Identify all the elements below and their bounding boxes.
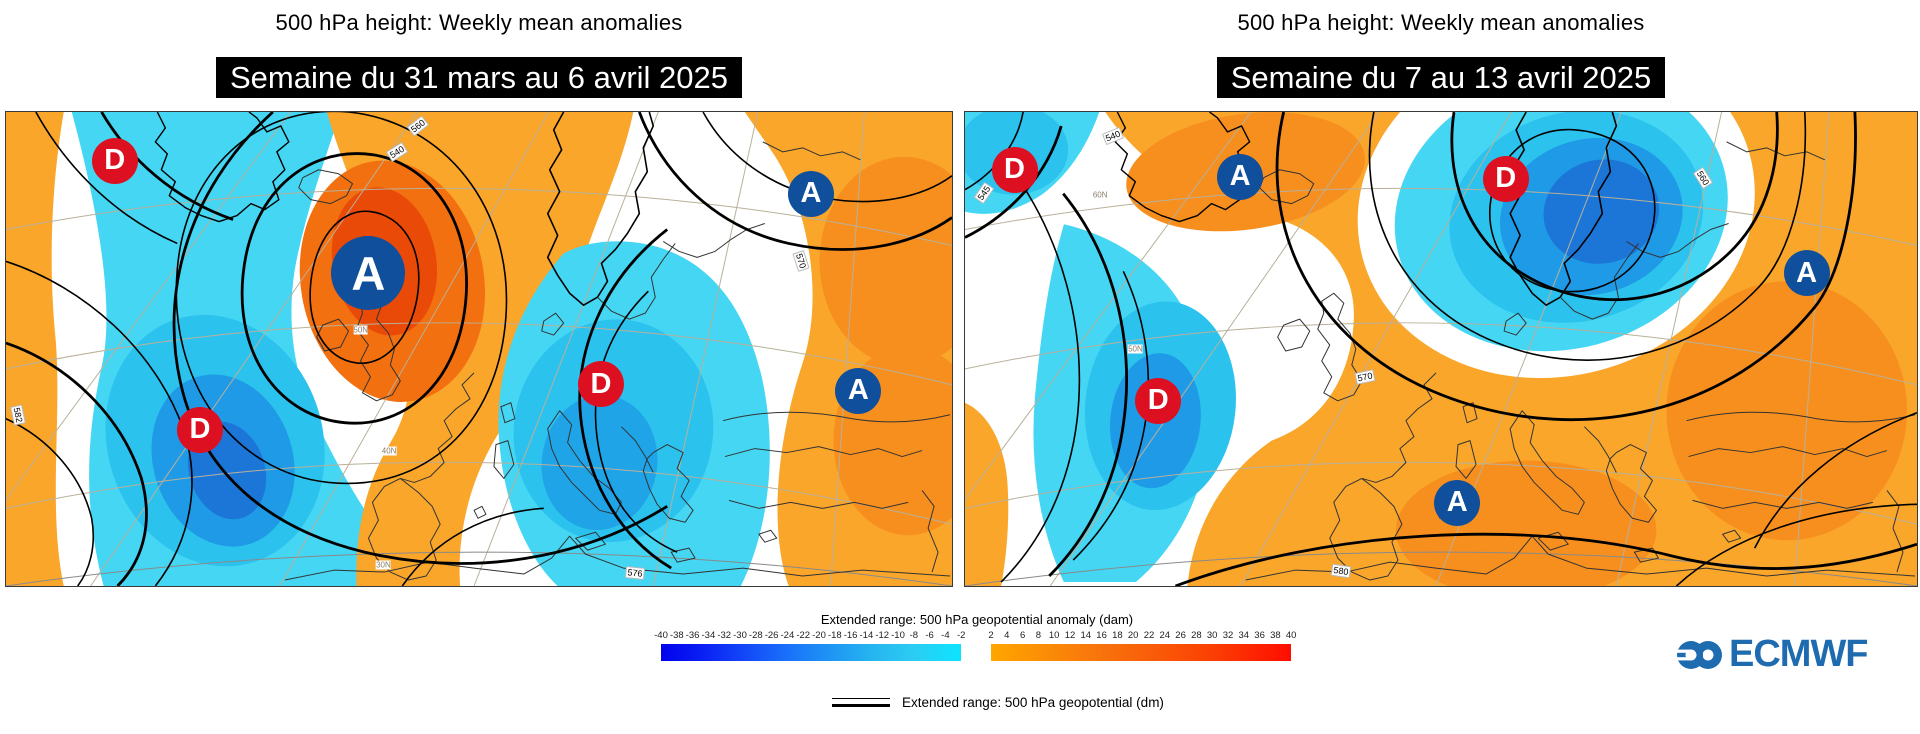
latitude-label: 50N xyxy=(353,325,369,335)
colorbar-tick-label: 36 xyxy=(1254,630,1265,641)
high-pressure-marker: A xyxy=(1783,250,1830,297)
colorbar-tick-label: 22 xyxy=(1143,630,1155,641)
anomaly-colorbar-title: Extended range: 500 hPa geopotential ano… xyxy=(820,612,1134,627)
colorbar-tick-label: -12 xyxy=(875,630,890,641)
right-title-week: Semaine du 7 au 13 avril 2025 xyxy=(1216,57,1666,98)
colorbar-tick-label: 40 xyxy=(1285,630,1297,641)
left-title-english: 500 hPa height: Weekly mean anomalies xyxy=(275,10,683,35)
high-pressure-marker: A xyxy=(1217,153,1264,200)
left-panel-titles: 500 hPa height: Weekly mean anomalies Se… xyxy=(5,0,953,98)
thin-contour-line xyxy=(832,698,890,699)
thick-contour-line xyxy=(832,704,890,707)
right-panel-titles: 500 hPa height: Weekly mean anomalies Se… xyxy=(964,0,1918,98)
colorbar-tick-label: -30 xyxy=(733,630,747,641)
ecmwf-wordmark: ECMWF xyxy=(1729,633,1869,675)
colorbar-tick-label: -40 xyxy=(654,630,668,641)
latitude-label: 40N xyxy=(381,446,397,456)
colorbar-negative-gradient xyxy=(661,644,961,661)
high-pressure-marker: A xyxy=(788,170,835,217)
latitude-label: 50N xyxy=(1128,344,1143,354)
anomaly-map-week1: A D D D A A 560 540 570 576 582 50N 40N 30N xyxy=(5,111,953,587)
left-title-week: Semaine du 31 mars au 6 avril 2025 xyxy=(215,57,742,98)
colorbar-tick-label: 30 xyxy=(1206,630,1218,641)
anomaly-colorbar-bars xyxy=(661,644,1293,661)
anomaly-colorbar-ticks: -40 -38 -36 -34 -32 -30 -28 -26 -24 -22 -20 -18 -16-… xyxy=(654,630,1296,643)
colorbar-tick-label: -24 xyxy=(780,630,795,641)
colorbar-tick-label: -32 xyxy=(717,630,732,641)
low-pressure-marker: D xyxy=(1135,377,1182,424)
colorbar-tick-label: 10 xyxy=(1048,630,1060,641)
low-pressure-marker: D xyxy=(991,146,1038,193)
colorbar-tick-label: 20 xyxy=(1127,630,1139,641)
colorbar-tick-label: 34 xyxy=(1238,630,1250,641)
ecmwf-logo-icon xyxy=(1676,640,1722,669)
contour-value-label: 576 xyxy=(624,565,646,580)
colorbar-tick-label: 28 xyxy=(1191,630,1202,641)
colorbar-tick-label: -16 xyxy=(843,630,858,641)
ecmwf-logo: ECMWF xyxy=(1676,633,1869,676)
low-pressure-marker: D xyxy=(176,406,223,453)
geopotential-line-legend: Extended range: 500 hPa geopotential (dm… xyxy=(832,695,1164,710)
colorbar-tick-label: 12 xyxy=(1064,630,1076,641)
colorbar-tick-label: -28 xyxy=(748,630,763,641)
colorbar-tick-label: 18 xyxy=(1112,630,1123,641)
colorbar-tick-label: 16 xyxy=(1096,630,1107,641)
colorbar-tick-label: -20 xyxy=(812,630,826,641)
colorbar-tick-label: 4 xyxy=(1004,630,1010,641)
colorbar-tick-label: -10 xyxy=(891,630,905,641)
latitude-label: 60N xyxy=(1092,190,1108,200)
colorbar-tick-label: -2 xyxy=(956,630,966,641)
colorbar-tick-label: 38 xyxy=(1270,630,1281,641)
right-title-english: 500 hPa height: Weekly mean anomalies xyxy=(1237,10,1645,35)
low-pressure-marker: D xyxy=(578,361,625,408)
colorbar-tick-label: 26 xyxy=(1175,630,1186,641)
low-pressure-marker: D xyxy=(1482,155,1529,202)
anomaly-map-week2: D A D A D A 545 540 560 570 580 60N 50N xyxy=(964,111,1918,587)
high-pressure-marker: A xyxy=(331,236,406,311)
colorbar-tick-label: 14 xyxy=(1080,630,1092,641)
colorbar-tick-label: -36 xyxy=(685,630,700,641)
geopotential-legend-label: Extended range: 500 hPa geopotential (dm… xyxy=(902,695,1164,710)
colorbar-positive-gradient xyxy=(991,644,1291,661)
contour-line-swatch xyxy=(832,698,890,707)
colorbar-tick-label: -22 xyxy=(796,630,811,641)
colorbar-tick-label: 2 xyxy=(988,630,994,641)
low-pressure-marker: D xyxy=(91,137,138,184)
colorbar-tick-label: -6 xyxy=(925,630,934,641)
colorbar-tick-label: -4 xyxy=(941,630,950,641)
colorbar-tick-label: -18 xyxy=(827,630,842,641)
colorbar-tick-label: -38 xyxy=(669,630,684,641)
colorbar-tick-label: 32 xyxy=(1222,630,1234,641)
colorbar-tick-label: -14 xyxy=(859,630,874,641)
colorbar-tick-label: 8 xyxy=(1035,630,1042,641)
high-pressure-marker: A xyxy=(835,367,882,414)
colorbar-tick-label: 6 xyxy=(1019,630,1026,641)
colorbar-tick-label: -34 xyxy=(701,630,716,641)
latitude-label: 30N xyxy=(376,560,391,570)
colorbar-tick-label: 24 xyxy=(1159,630,1171,641)
high-pressure-marker: A xyxy=(1434,479,1481,526)
contour-value-label: 580 xyxy=(1330,563,1352,579)
colorbar-tick-label: -8 xyxy=(909,630,919,641)
colorbar-tick-label: -26 xyxy=(764,630,779,641)
anomaly-colorbar-legend: Extended range: 500 hPa geopotential ano… xyxy=(654,612,1296,661)
